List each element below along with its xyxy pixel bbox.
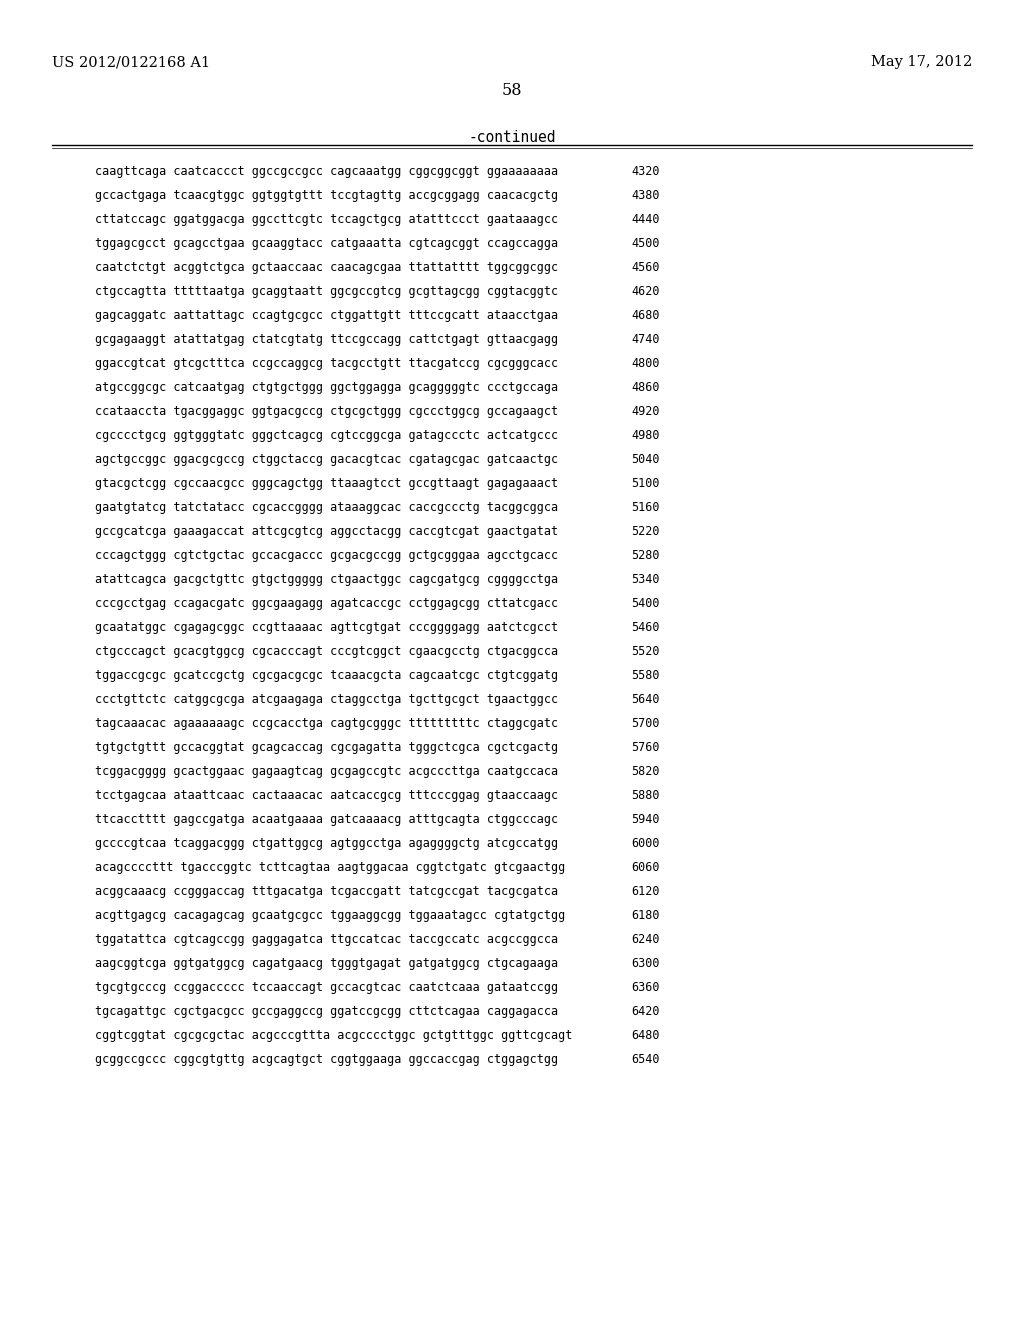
- Text: 6060: 6060: [632, 861, 660, 874]
- Text: 6480: 6480: [632, 1030, 660, 1041]
- Text: aagcggtcga ggtgatggcg cagatgaacg tgggtgagat gatgatggcg ctgcagaaga: aagcggtcga ggtgatggcg cagatgaacg tgggtga…: [95, 957, 558, 970]
- Text: 5220: 5220: [632, 525, 660, 539]
- Text: 5040: 5040: [632, 453, 660, 466]
- Text: cccgcctgag ccagacgatc ggcgaagagg agatcaccgc cctggagcgg cttatcgacc: cccgcctgag ccagacgatc ggcgaagagg agatcac…: [95, 597, 558, 610]
- Text: gccactgaga tcaacgtggc ggtggtgttt tccgtagttg accgcggagg caacacgctg: gccactgaga tcaacgtggc ggtggtgttt tccgtag…: [95, 189, 558, 202]
- Text: agctgccggc ggacgcgccg ctggctaccg gacacgtcac cgatagcgac gatcaactgc: agctgccggc ggacgcgccg ctggctaccg gacacgt…: [95, 453, 558, 466]
- Text: 5640: 5640: [632, 693, 660, 706]
- Text: tgcagattgc cgctgacgcc gccgaggccg ggatccgcgg cttctcagaa caggagacca: tgcagattgc cgctgacgcc gccgaggccg ggatccg…: [95, 1005, 558, 1018]
- Text: 4920: 4920: [632, 405, 660, 418]
- Text: 6120: 6120: [632, 884, 660, 898]
- Text: gagcaggatc aattattagc ccagtgcgcc ctggattgtt tttccgcatt ataacctgaa: gagcaggatc aattattagc ccagtgcgcc ctggatt…: [95, 309, 558, 322]
- Text: 5760: 5760: [632, 741, 660, 754]
- Text: 6420: 6420: [632, 1005, 660, 1018]
- Text: 4560: 4560: [632, 261, 660, 275]
- Text: caatctctgt acggtctgca gctaaccaac caacagcgaa ttattatttt tggcggcggc: caatctctgt acggtctgca gctaaccaac caacagc…: [95, 261, 558, 275]
- Text: ggaccgtcat gtcgctttca ccgccaggcg tacgcctgtt ttacgatccg cgcgggcacc: ggaccgtcat gtcgctttca ccgccaggcg tacgcct…: [95, 356, 558, 370]
- Text: 4320: 4320: [632, 165, 660, 178]
- Text: 5520: 5520: [632, 645, 660, 657]
- Text: 58: 58: [502, 82, 522, 99]
- Text: cccagctggg cgtctgctac gccacgaccc gcgacgccgg gctgcgggaa agcctgcacc: cccagctggg cgtctgctac gccacgaccc gcgacgc…: [95, 549, 558, 562]
- Text: 4800: 4800: [632, 356, 660, 370]
- Text: ttcacctttt gagccgatga acaatgaaaa gatcaaaacg atttgcagta ctggcccagc: ttcacctttt gagccgatga acaatgaaaa gatcaaa…: [95, 813, 558, 826]
- Text: gcgagaaggt atattatgag ctatcgtatg ttccgccagg cattctgagt gttaacgagg: gcgagaaggt atattatgag ctatcgtatg ttccgcc…: [95, 333, 558, 346]
- Text: tggaccgcgc gcatccgctg cgcgacgcgc tcaaacgcta cagcaatcgc ctgtcggatg: tggaccgcgc gcatccgctg cgcgacgcgc tcaaacg…: [95, 669, 558, 682]
- Text: acgttgagcg cacagagcag gcaatgcgcc tggaaggcgg tggaaatagcc cgtatgctgg: acgttgagcg cacagagcag gcaatgcgcc tggaagg…: [95, 909, 565, 921]
- Text: 4440: 4440: [632, 213, 660, 226]
- Text: gaatgtatcg tatctatacc cgcaccgggg ataaaggcac caccgccctg tacggcggca: gaatgtatcg tatctatacc cgcaccgggg ataaagg…: [95, 502, 558, 513]
- Text: ccctgttctc catggcgcga atcgaagaga ctaggcctga tgcttgcgct tgaactggcc: ccctgttctc catggcgcga atcgaagaga ctaggcc…: [95, 693, 558, 706]
- Text: cttatccagc ggatggacga ggccttcgtc tccagctgcg atatttccct gaataaagcc: cttatccagc ggatggacga ggccttcgtc tccagct…: [95, 213, 558, 226]
- Text: -continued: -continued: [468, 129, 556, 145]
- Text: tgcgtgcccg ccggaccccc tccaaccagt gccacgtcac caatctcaaa gataatccgg: tgcgtgcccg ccggaccccc tccaaccagt gccacgt…: [95, 981, 558, 994]
- Text: atattcagca gacgctgttc gtgctggggg ctgaactggc cagcgatgcg cggggcctga: atattcagca gacgctgttc gtgctggggg ctgaact…: [95, 573, 558, 586]
- Text: 4620: 4620: [632, 285, 660, 298]
- Text: 4500: 4500: [632, 238, 660, 249]
- Text: 5820: 5820: [632, 766, 660, 777]
- Text: caagttcaga caatcaccct ggccgccgcc cagcaaatgg cggcggcggt ggaaaaaaaa: caagttcaga caatcaccct ggccgccgcc cagcaaa…: [95, 165, 558, 178]
- Text: gccgcatcga gaaagaccat attcgcgtcg aggcctacgg caccgtcgat gaactgatat: gccgcatcga gaaagaccat attcgcgtcg aggccta…: [95, 525, 558, 539]
- Text: ctgcccagct gcacgtggcg cgcacccagt cccgtcggct cgaacgcctg ctgacggcca: ctgcccagct gcacgtggcg cgcacccagt cccgtcg…: [95, 645, 558, 657]
- Text: 5940: 5940: [632, 813, 660, 826]
- Text: 4980: 4980: [632, 429, 660, 442]
- Text: 5460: 5460: [632, 620, 660, 634]
- Text: 4680: 4680: [632, 309, 660, 322]
- Text: 6540: 6540: [632, 1053, 660, 1067]
- Text: May 17, 2012: May 17, 2012: [870, 55, 972, 69]
- Text: 5580: 5580: [632, 669, 660, 682]
- Text: acagccccttt tgacccggtc tcttcagtaa aagtggacaa cggtctgatc gtcgaactgg: acagccccttt tgacccggtc tcttcagtaa aagtgg…: [95, 861, 565, 874]
- Text: 5400: 5400: [632, 597, 660, 610]
- Text: 5880: 5880: [632, 789, 660, 803]
- Text: 6300: 6300: [632, 957, 660, 970]
- Text: 5340: 5340: [632, 573, 660, 586]
- Text: atgccggcgc catcaatgag ctgtgctggg ggctggagga gcagggggtc ccctgccaga: atgccggcgc catcaatgag ctgtgctggg ggctgga…: [95, 381, 558, 393]
- Text: ccataaccta tgacggaggc ggtgacgccg ctgcgctggg cgccctggcg gccagaagct: ccataaccta tgacggaggc ggtgacgccg ctgcgct…: [95, 405, 558, 418]
- Text: tagcaaacac agaaaaaagc ccgcacctga cagtgcgggc tttttttttc ctaggcgatc: tagcaaacac agaaaaaagc ccgcacctga cagtgcg…: [95, 717, 558, 730]
- Text: 6180: 6180: [632, 909, 660, 921]
- Text: tgtgctgttt gccacggtat gcagcaccag cgcgagatta tgggctcgca cgctcgactg: tgtgctgttt gccacggtat gcagcaccag cgcgaga…: [95, 741, 558, 754]
- Text: 6240: 6240: [632, 933, 660, 946]
- Text: tggatattca cgtcagccgg gaggagatca ttgccatcac taccgccatc acgccggcca: tggatattca cgtcagccgg gaggagatca ttgccat…: [95, 933, 558, 946]
- Text: 4380: 4380: [632, 189, 660, 202]
- Text: tcctgagcaa ataattcaac cactaaacac aatcaccgcg tttcccggag gtaaccaagc: tcctgagcaa ataattcaac cactaaacac aatcacc…: [95, 789, 558, 803]
- Text: tcggacgggg gcactggaac gagaagtcag gcgagccgtc acgcccttga caatgccaca: tcggacgggg gcactggaac gagaagtcag gcgagcc…: [95, 766, 558, 777]
- Text: 5160: 5160: [632, 502, 660, 513]
- Text: gcggccgccc cggcgtgttg acgcagtgct cggtggaaga ggccaccgag ctggagctgg: gcggccgccc cggcgtgttg acgcagtgct cggtgga…: [95, 1053, 558, 1067]
- Text: cgcccctgcg ggtgggtatc gggctcagcg cgtccggcga gatagccctc actcatgccc: cgcccctgcg ggtgggtatc gggctcagcg cgtccgg…: [95, 429, 558, 442]
- Text: 6360: 6360: [632, 981, 660, 994]
- Text: 5700: 5700: [632, 717, 660, 730]
- Text: 5280: 5280: [632, 549, 660, 562]
- Text: cggtcggtat cgcgcgctac acgcccgttta acgcccctggc gctgtttggc ggttcgcagt: cggtcggtat cgcgcgctac acgcccgttta acgccc…: [95, 1030, 572, 1041]
- Text: gtacgctcgg cgccaacgcc gggcagctgg ttaaagtcct gccgttaagt gagagaaact: gtacgctcgg cgccaacgcc gggcagctgg ttaaagt…: [95, 477, 558, 490]
- Text: 5100: 5100: [632, 477, 660, 490]
- Text: 6000: 6000: [632, 837, 660, 850]
- Text: tggagcgcct gcagcctgaa gcaaggtacc catgaaatta cgtcagcggt ccagccagga: tggagcgcct gcagcctgaa gcaaggtacc catgaaa…: [95, 238, 558, 249]
- Text: 4860: 4860: [632, 381, 660, 393]
- Text: gcaatatggc cgagagcggc ccgttaaaac agttcgtgat cccggggagg aatctcgcct: gcaatatggc cgagagcggc ccgttaaaac agttcgt…: [95, 620, 558, 634]
- Text: acggcaaacg ccgggaccag tttgacatga tcgaccgatt tatcgccgat tacgcgatca: acggcaaacg ccgggaccag tttgacatga tcgaccg…: [95, 884, 558, 898]
- Text: gccccgtcaa tcaggacggg ctgattggcg agtggcctga agaggggctg atcgccatgg: gccccgtcaa tcaggacggg ctgattggcg agtggcc…: [95, 837, 558, 850]
- Text: ctgccagtta tttttaatga gcaggtaatt ggcgccgtcg gcgttagcgg cggtacggtc: ctgccagtta tttttaatga gcaggtaatt ggcgccg…: [95, 285, 558, 298]
- Text: 4740: 4740: [632, 333, 660, 346]
- Text: US 2012/0122168 A1: US 2012/0122168 A1: [52, 55, 210, 69]
